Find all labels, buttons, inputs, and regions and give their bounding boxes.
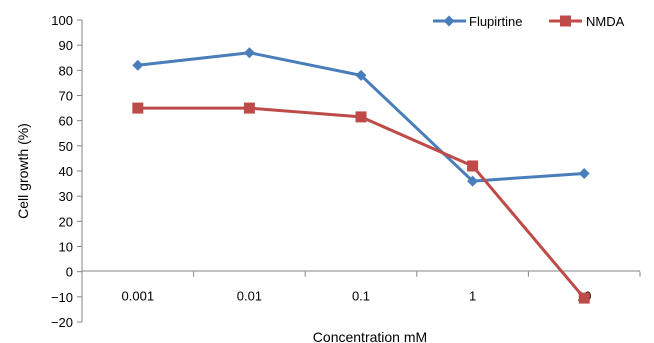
x-tick-label: 1 [469, 289, 476, 304]
data-point-nmda [578, 292, 590, 304]
data-point-nmda [132, 102, 144, 114]
y-tick-label: 50 [59, 139, 73, 154]
x-axis-title: Concentration mM [313, 329, 427, 343]
data-point-nmda [355, 111, 367, 123]
legend-marker-nmda [560, 15, 571, 27]
y-tick-label: 60 [59, 114, 73, 129]
data-point-flupirtine [243, 47, 255, 59]
series-nmda [132, 102, 590, 304]
x-tick-marks [81, 271, 641, 277]
data-point-flupirtine [355, 69, 367, 81]
legend-label-flupirtine: Flupirtine [469, 14, 522, 29]
series-layer [132, 47, 590, 304]
legend-label-nmda: NMDA [586, 14, 625, 29]
legend-entry-flupirtine: Flupirtine [433, 14, 522, 29]
y-tick-label: −10 [51, 290, 73, 305]
data-point-flupirtine [578, 168, 590, 180]
y-tick-label: 90 [59, 38, 73, 53]
series-flupirtine [132, 47, 590, 187]
x-tick-label: 0.01 [237, 289, 262, 304]
y-tick-label: 70 [59, 89, 73, 104]
data-point-flupirtine [132, 59, 144, 71]
data-point-nmda [467, 160, 479, 172]
y-tick-label: 40 [59, 164, 73, 179]
data-point-flupirtine [467, 175, 479, 187]
y-tick-label: 100 [51, 13, 73, 28]
x-tick-label: 0.001 [122, 289, 155, 304]
legend: Flupirtine NMDA [433, 14, 625, 29]
legend-entry-nmda: NMDA [549, 14, 625, 29]
y-tick-label: 20 [59, 214, 73, 229]
y-tick-label: 10 [59, 240, 73, 255]
series-line-nmda [136, 106, 586, 300]
data-point-nmda [243, 102, 255, 114]
x-tick-label: 0.1 [352, 289, 370, 304]
y-tick-label: −20 [51, 315, 73, 330]
y-tick-label: 80 [59, 63, 73, 78]
y-axis-title: Cell growth (%) [15, 123, 31, 219]
legend-marker-flupirtine [443, 15, 455, 27]
y-tick-label: 30 [59, 189, 73, 204]
y-tick-label: 0 [66, 265, 73, 280]
y-tick-marks [77, 19, 82, 323]
